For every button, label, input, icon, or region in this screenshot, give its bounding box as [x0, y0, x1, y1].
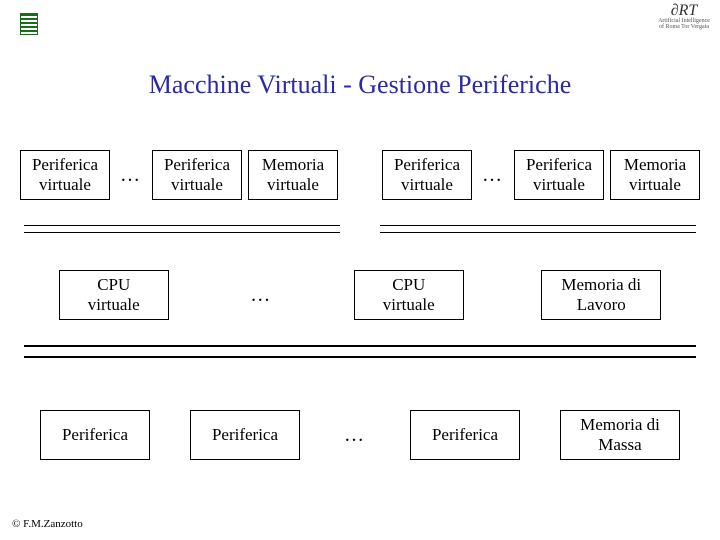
- divider-line: [380, 225, 696, 226]
- box-line2: virtuale: [25, 175, 105, 195]
- copyright-footer: © F.M.Zanzotto: [12, 518, 83, 530]
- vm-group-left: Periferica virtuale … Periferica virtual…: [20, 150, 338, 200]
- divider-line: [24, 345, 696, 347]
- uni-logo-left: [4, 4, 54, 44]
- box-line1: Periferica: [157, 155, 237, 175]
- box-line1: Memoria di: [546, 275, 656, 295]
- box-line2: Lavoro: [546, 295, 656, 315]
- divider-line: [24, 225, 340, 226]
- art-logo-symbol: ∂RT: [654, 4, 714, 18]
- box-line1: Periferica: [25, 155, 105, 175]
- cpu-virtuale-box: CPU virtuale: [354, 270, 464, 320]
- box-line1: Memoria: [615, 155, 695, 175]
- box-line2: virtuale: [157, 175, 237, 195]
- divider-line: [24, 356, 696, 358]
- divider-line: [380, 232, 696, 233]
- art-logo-caption: Artificial Intelligenceof Roma Tor Verga…: [654, 18, 714, 30]
- box-line2: virtuale: [359, 295, 459, 315]
- memoria-virtuale-box: Memoria virtuale: [248, 150, 338, 200]
- row-virtual-cpu: CPU virtuale … CPU virtuale Memoria di L…: [20, 270, 700, 320]
- box-line1: Memoria: [253, 155, 333, 175]
- cpu-virtuale-box: CPU virtuale: [59, 270, 169, 320]
- row-physical: Periferica Periferica … Periferica Memor…: [20, 410, 700, 460]
- box-text: Periferica: [195, 425, 295, 445]
- ellipsis-icon: …: [116, 164, 146, 187]
- periferica-box: Periferica: [410, 410, 520, 460]
- memoria-lavoro-box: Memoria di Lavoro: [541, 270, 661, 320]
- art-logo-right: ∂RT Artificial Intelligenceof Roma Tor V…: [654, 4, 714, 44]
- box-line2: virtuale: [615, 175, 695, 195]
- box-line2: virtuale: [387, 175, 467, 195]
- memoria-massa-box: Memoria di Massa: [560, 410, 680, 460]
- periferica-virtuale-box: Periferica virtuale: [514, 150, 604, 200]
- row-virtual-peripherals: Periferica virtuale … Periferica virtual…: [20, 150, 700, 200]
- periferica-box: Periferica: [40, 410, 150, 460]
- slide-title: Macchine Virtuali - Gestione Periferiche: [0, 70, 720, 100]
- box-line1: Periferica: [387, 155, 467, 175]
- box-line2: virtuale: [253, 175, 333, 195]
- ellipsis-icon: …: [478, 164, 508, 187]
- memoria-virtuale-box: Memoria virtuale: [610, 150, 700, 200]
- box-line2: virtuale: [519, 175, 599, 195]
- ellipsis-icon: …: [246, 284, 276, 307]
- vm-group-right: Periferica virtuale … Periferica virtual…: [382, 150, 700, 200]
- periferica-virtuale-box: Periferica virtuale: [382, 150, 472, 200]
- box-line2: Massa: [565, 435, 675, 455]
- periferica-virtuale-box: Periferica virtuale: [152, 150, 242, 200]
- box-line2: virtuale: [64, 295, 164, 315]
- periferica-virtuale-box: Periferica virtuale: [20, 150, 110, 200]
- divider-line: [24, 232, 340, 233]
- box-line1: CPU: [64, 275, 164, 295]
- box-line1: Periferica: [519, 155, 599, 175]
- box-text: Periferica: [45, 425, 145, 445]
- logo-bars-icon: [20, 13, 38, 35]
- ellipsis-icon: …: [340, 424, 370, 447]
- periferica-box: Periferica: [190, 410, 300, 460]
- box-text: Periferica: [415, 425, 515, 445]
- box-line1: Memoria di: [565, 415, 675, 435]
- box-line1: CPU: [359, 275, 459, 295]
